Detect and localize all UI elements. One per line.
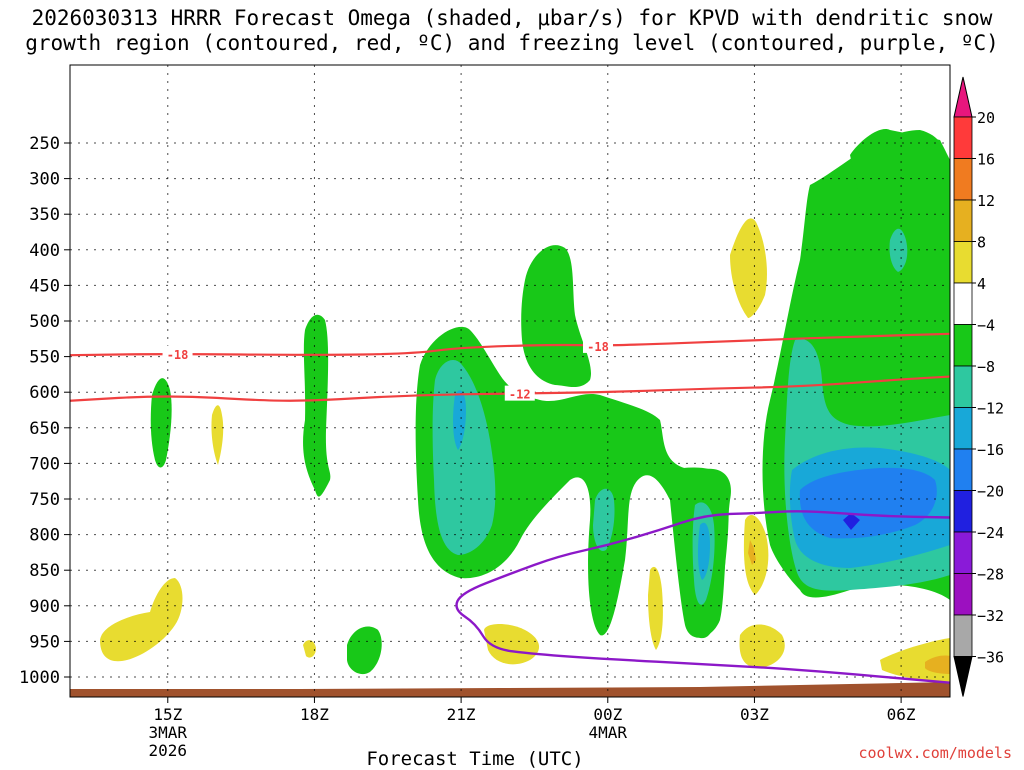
freezing-level-line xyxy=(455,510,951,684)
x-tick-label: 18Z xyxy=(300,705,329,724)
y-tick-label: 650 xyxy=(29,419,60,439)
colorbar-label: 12 xyxy=(977,192,995,210)
dgz-contours: -18 -18 -12 xyxy=(69,332,951,402)
colorbar-segment xyxy=(953,116,973,159)
colorbar-label: 8 xyxy=(977,234,986,252)
omega-region-green-18z xyxy=(303,314,331,497)
omega-region-yellow-03z-mid xyxy=(743,515,769,595)
omega-region-yellow-15z xyxy=(100,578,183,662)
omega-region-darkblue-max xyxy=(843,513,860,530)
colorbar-top-arrow xyxy=(953,76,973,118)
omega-region-cyan-02z xyxy=(697,522,710,580)
omega-shaded-field xyxy=(70,129,950,697)
omega-region-teal-00z xyxy=(593,488,615,551)
x-tick-label: 00Z xyxy=(593,705,622,724)
dgz-contour-label: -18 xyxy=(587,340,609,354)
y-tick-label: 800 xyxy=(29,526,60,546)
colorbar-label: −20 xyxy=(977,483,1004,501)
omega-region-green-east2 xyxy=(850,129,950,200)
omega-region-green-19z xyxy=(347,626,382,675)
colorbar-label: −8 xyxy=(977,358,995,376)
omega-region-yellow-16z xyxy=(211,405,224,465)
x-tick-label: 06Z xyxy=(887,705,916,724)
dgz-label-bg xyxy=(583,337,613,353)
x-tick-label: 03Z xyxy=(740,705,769,724)
omega-region-blue-max xyxy=(799,467,937,539)
colorbar-segment xyxy=(953,490,973,533)
colorbar-segment xyxy=(953,448,973,491)
y-tick-label: 950 xyxy=(29,632,60,652)
x-axis-title: Forecast Time (UTC) xyxy=(366,748,584,770)
dgz-contour-line xyxy=(69,375,951,402)
omega-region-cyan-21z xyxy=(453,390,466,450)
colorbar-segment xyxy=(953,158,973,201)
omega-region-yellow-18z xyxy=(303,640,316,658)
colorbar-label: 20 xyxy=(977,109,995,127)
y-tick-label: 550 xyxy=(29,348,60,368)
omega-region-yellow-03z-upper xyxy=(730,218,767,318)
chart-title-line1: 2026030313 HRRR Forecast Omega (shaded, … xyxy=(31,6,993,30)
dgz-contour-label: -18 xyxy=(167,348,189,362)
colorbar-label: −12 xyxy=(977,400,1004,418)
dgz-label-bg xyxy=(162,345,193,361)
colorbar-segment xyxy=(953,241,973,284)
colorbar-label: 4 xyxy=(977,275,986,293)
colorbar-label: −16 xyxy=(977,441,1004,459)
colorbar-segment xyxy=(953,282,973,325)
x-tick-date: 4MAR xyxy=(589,723,628,742)
dgz-label-bg xyxy=(504,385,535,401)
colorbar-segment xyxy=(953,614,973,657)
colorbar-segment xyxy=(953,573,973,616)
y-tick-label: 600 xyxy=(29,383,60,403)
colorbar-segment xyxy=(953,324,973,367)
colorbar-label: 16 xyxy=(977,151,995,169)
colorbar-segment xyxy=(953,199,973,242)
dgz-contour-label: -12 xyxy=(509,388,531,402)
omega-region-yellow-22z xyxy=(484,624,540,665)
plot-frame xyxy=(69,64,951,698)
colorbar-segment xyxy=(953,407,973,450)
credit-link[interactable]: coolwx.com/models xyxy=(858,744,1012,762)
y-tick-label: 300 xyxy=(29,170,60,190)
omega-region-teal-300mb xyxy=(889,228,908,272)
y-tick-label: 900 xyxy=(29,597,60,617)
terrain-ground xyxy=(70,682,950,697)
x-tick-label: 21Z xyxy=(447,705,476,724)
omega-region-orange-06z-low xyxy=(925,655,950,674)
colorbar-bottom-arrow xyxy=(953,656,973,697)
y-tick-label: 250 xyxy=(29,134,60,154)
grid-lines xyxy=(70,65,950,697)
y-tick-label: 750 xyxy=(29,490,60,510)
colorbar-segment xyxy=(953,531,973,574)
omega-region-orange-03z xyxy=(748,540,756,565)
colorbar-label: −24 xyxy=(977,524,1004,542)
chart-title-line2: growth region (contoured, red, ºC) and f… xyxy=(25,31,999,55)
y-tick-label: 700 xyxy=(29,454,60,474)
y-tick-label: 850 xyxy=(29,561,60,581)
colorbar-label: −32 xyxy=(977,607,1004,625)
omega-region-green-north xyxy=(521,245,592,388)
omega-region-teal-21z xyxy=(432,360,496,555)
colorbar-label: −36 xyxy=(977,649,1004,667)
y-tick-label: 1000 xyxy=(19,668,60,688)
colorbar: 20 16 12 8 4 −4 −8 −12 −16 −20 −24 −28 −32 −36 xyxy=(953,76,1004,697)
omega-region-green-main xyxy=(415,326,731,638)
y-tick-label: 350 xyxy=(29,205,60,225)
x-tick-label: 15Z xyxy=(153,705,182,724)
omega-region-yellow-01z xyxy=(648,566,663,650)
colorbar-segment xyxy=(953,365,973,408)
y-tick-label: 450 xyxy=(29,276,60,296)
x-tick-date: 3MAR xyxy=(149,723,188,742)
colorbar-label: −4 xyxy=(977,317,995,335)
y-tick-label: 400 xyxy=(29,241,60,261)
x-tick-year: 2026 xyxy=(149,741,188,760)
y-tick-label: 500 xyxy=(29,312,60,332)
y-axis: 250 300 350 400 450 500 550 600 650 700 750 800 850 9… xyxy=(19,134,70,688)
omega-region-yellow-03z-low xyxy=(739,624,785,668)
freezing-level-contour xyxy=(455,510,951,684)
colorbar-label: −28 xyxy=(977,566,1004,584)
omega-region-green-15z xyxy=(150,378,172,468)
